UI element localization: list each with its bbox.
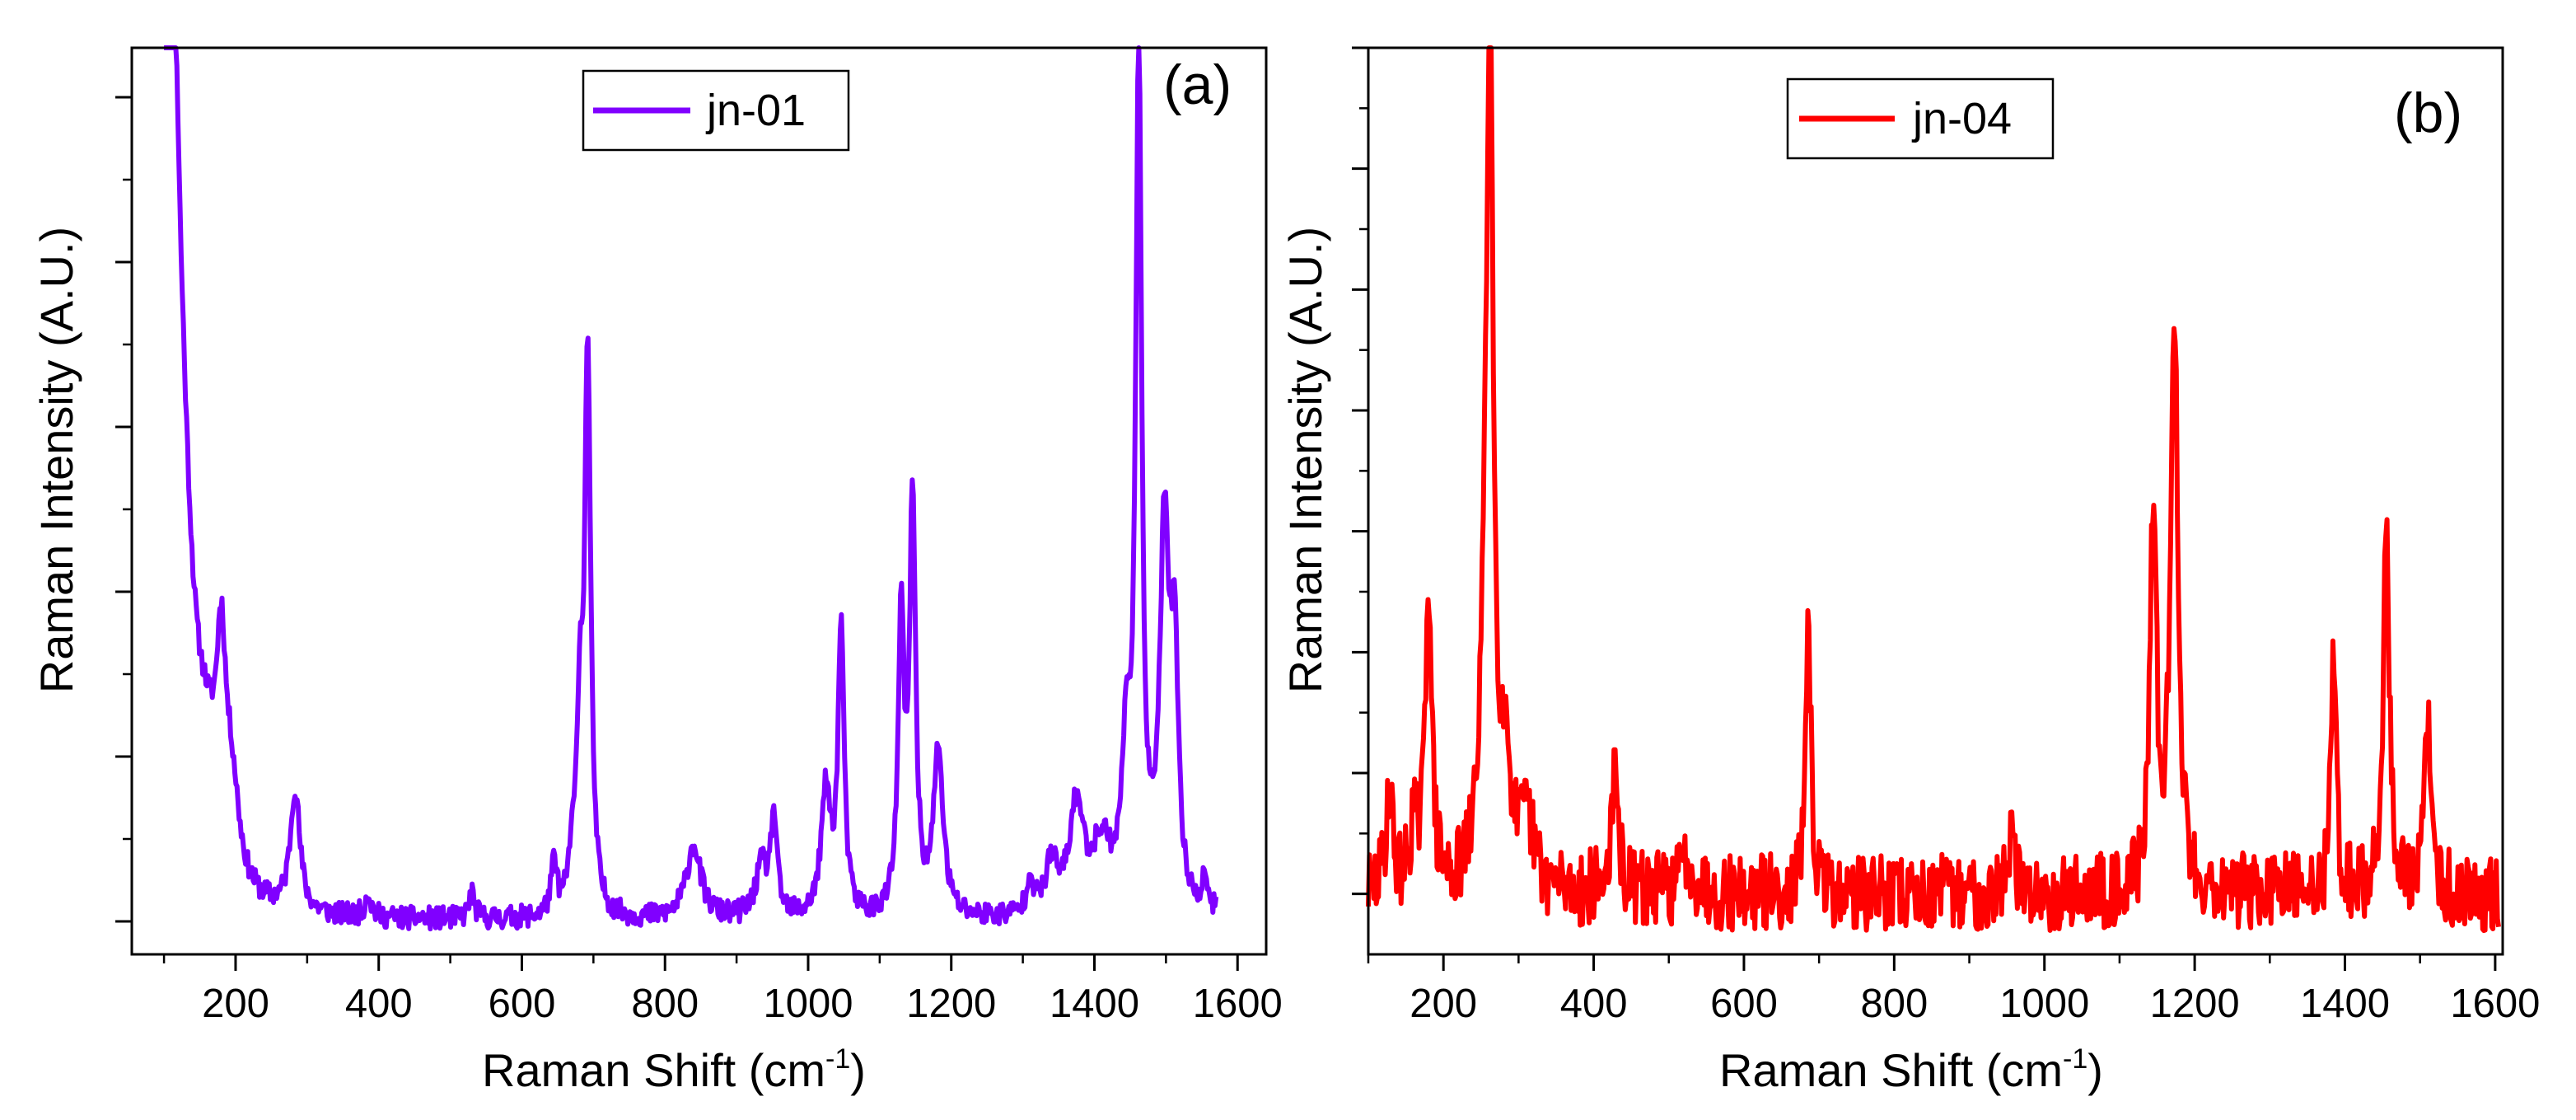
plot-frame (1367, 46, 2504, 956)
x-tick-label: 1400 (2300, 982, 2390, 1026)
legend-label-jn-04: jn-04 (1911, 94, 2012, 143)
panel-a: 200 400 600 800 1000 1200 1400 1600 Raman Shift… (30, 45, 1283, 1096)
legend: jn-04 (1786, 77, 2055, 160)
x-axis-label: Raman Shift (cm-1) (482, 1043, 866, 1096)
series-line-jn-04 (1366, 45, 2501, 934)
plot-frame (130, 46, 1268, 956)
x-tick-label: 800 (1860, 982, 1928, 1026)
x-tick-label: 1600 (2450, 982, 2540, 1026)
x-axis-ticks (1367, 954, 2497, 971)
y-axis-label: Raman Intensity (A.U.) (1279, 227, 1331, 693)
x-tick-label: 200 (1410, 982, 1477, 1026)
x-tick-label: 1000 (1999, 982, 2089, 1026)
x-axis-tick-labels: 200 400 600 800 1000 1200 1400 1600 (1410, 982, 2540, 1026)
series-line-jn-01 (162, 45, 1219, 932)
x-tick-label: 1200 (906, 982, 996, 1026)
x-axis-ticks (162, 954, 1239, 971)
x-tick-label: 600 (489, 982, 556, 1026)
x-tick-label: 1400 (1050, 982, 1139, 1026)
legend: jn-01 (582, 69, 850, 152)
x-axis-tick-labels: 200 400 600 800 1000 1200 1400 1600 (202, 982, 1283, 1026)
y-axis-ticks (115, 96, 132, 923)
y-axis-ticks (1352, 46, 1368, 896)
x-tick-label: 400 (345, 982, 413, 1026)
panel-label-a: (a) (1163, 54, 1232, 116)
x-tick-label: 1600 (1193, 982, 1283, 1026)
panel-label-b: (b) (2394, 82, 2462, 144)
x-tick-label: 600 (1710, 982, 1778, 1026)
x-tick-label: 800 (631, 982, 699, 1026)
panel-b: 200 400 600 800 1000 1200 1400 1600 Raman Shift… (1279, 45, 2540, 1096)
y-axis-label: Raman Intensity (A.U.) (30, 227, 82, 693)
x-tick-label: 1200 (2150, 982, 2240, 1026)
x-tick-label: 400 (1560, 982, 1628, 1026)
legend-label-jn-01: jn-01 (705, 86, 806, 135)
x-tick-label: 200 (202, 982, 269, 1026)
x-tick-label: 1000 (763, 982, 853, 1026)
x-axis-label: Raman Shift (cm-1) (1719, 1043, 2103, 1096)
